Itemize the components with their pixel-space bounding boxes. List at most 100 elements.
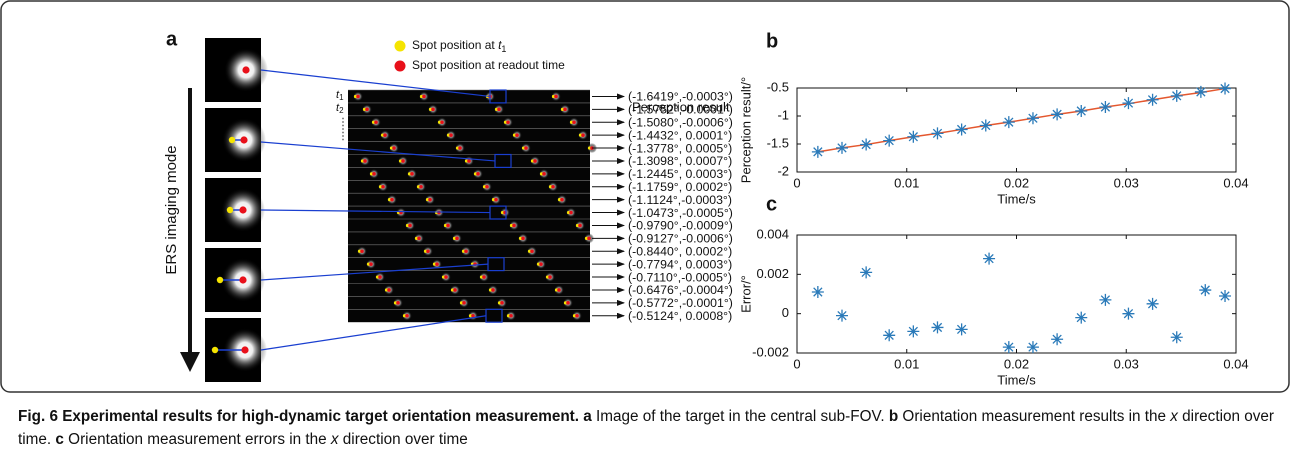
result-text: (-0.5124°, 0.0008°) (628, 309, 732, 323)
strip-yellow (375, 275, 380, 279)
asterisk-point (1194, 85, 1207, 98)
strip-yellow (384, 288, 389, 292)
strip-red (578, 223, 582, 228)
strip-yellow (380, 133, 385, 137)
strip-yellow (398, 159, 403, 163)
y-tick-label: -0.5 (767, 79, 789, 94)
strip-yellow (402, 314, 407, 318)
x-tick-label: 0 (793, 175, 800, 190)
result-text: (-0.7110°,-0.0005°) (628, 270, 732, 284)
strip-red (408, 223, 412, 228)
strip-red (453, 288, 457, 292)
strip-red (500, 301, 504, 305)
strip-yellow (506, 314, 511, 318)
strip-red (524, 146, 528, 150)
asterisk-point (907, 130, 920, 143)
x-tick-label: 0.01 (894, 175, 919, 190)
strip-red (372, 172, 376, 176)
strip-yellow (428, 107, 433, 111)
panel-label: a (166, 28, 178, 50)
x-axis-label: Time/s (997, 372, 1036, 387)
y-axis-label: Perception result/° (738, 77, 753, 183)
legend-text: Spot position at t1 (412, 38, 506, 54)
result-text: (-0.9127°,-0.0006°) (628, 232, 733, 246)
result-text: (-0.7794°, 0.0003°) (628, 257, 732, 271)
asterisk-point (1075, 311, 1088, 324)
strip-red (374, 120, 378, 125)
strip-red (569, 210, 573, 215)
red-spot (241, 346, 249, 354)
strip-yellow (551, 94, 556, 99)
result-text: (-1.6419°,-0.0003°) (628, 90, 733, 104)
result-text: (-1.3778°, 0.0005°) (628, 141, 732, 155)
yellow-spot (226, 206, 234, 214)
result-text: (-0.8440°, 0.0002°) (628, 245, 732, 259)
strip-red (458, 146, 462, 150)
x-tick-label: 0.03 (1114, 175, 1139, 190)
result-text: (-1.2445°, 0.0003°) (628, 167, 732, 181)
asterisk-point (1170, 89, 1183, 102)
strip-yellow (378, 185, 383, 189)
asterisk-point (1199, 284, 1212, 297)
strip-yellow (419, 94, 424, 99)
legend-sub: 1 (501, 44, 506, 54)
strip-yellow (578, 133, 583, 137)
strip-yellow (554, 288, 559, 292)
axes-box (796, 234, 1237, 354)
row-label: t1 (336, 89, 344, 102)
strip-yellow (425, 198, 430, 202)
legend-dot (394, 60, 406, 72)
strip-red (482, 275, 486, 279)
strip-red (521, 236, 525, 241)
strip-red (378, 275, 382, 279)
strip-red (551, 184, 555, 189)
asterisk-point (983, 252, 996, 265)
strip-yellow (548, 185, 553, 189)
strip-red (422, 94, 426, 99)
results-title: Perception result (632, 99, 730, 114)
strip-red (464, 249, 468, 254)
red-spot (239, 276, 247, 284)
x-tick-label: 0.04 (1223, 175, 1248, 190)
strip-yellow (491, 198, 496, 202)
strip-red (539, 262, 543, 266)
strip-yellow (387, 198, 392, 202)
result-text: (-1.5752°,-0.0001°) (628, 103, 733, 117)
red-spot (242, 66, 250, 74)
caption: Fig. 6 Experimental results for high-dyn… (18, 405, 1274, 451)
asterisk-point (1122, 307, 1135, 320)
strip-red (557, 288, 561, 292)
asterisk-point (1219, 289, 1232, 302)
y-tick-label: 0.002 (756, 266, 789, 281)
strip-yellow (459, 301, 464, 305)
y-tick-label: 0.004 (756, 226, 789, 241)
strip-red (566, 301, 570, 305)
strip-red (471, 313, 475, 318)
asterisk-point (883, 329, 896, 342)
strip-red (494, 197, 498, 202)
legend-text-run: Spot position at (412, 38, 498, 52)
strip-yellow (530, 159, 535, 163)
strip-yellow (443, 223, 448, 228)
caption-run: Image of the target in the central sub-F… (591, 408, 889, 425)
strip-yellow (432, 262, 437, 266)
strip-yellow (452, 236, 457, 240)
strip-yellow (527, 249, 532, 253)
row-label-var: t (336, 89, 340, 101)
strip-yellow (479, 275, 484, 279)
asterisk-point (883, 134, 896, 147)
strip-red (431, 107, 435, 112)
asterisk-point (931, 127, 944, 140)
y-tick-label: -2 (777, 163, 789, 178)
strip-yellow (494, 107, 499, 111)
yellow-spot (211, 346, 219, 354)
strip-red (581, 133, 585, 137)
asterisk-point (1122, 97, 1135, 110)
result-text: (-1.4432°, 0.0001°) (628, 128, 732, 142)
strip-red (530, 249, 534, 254)
strip-yellow (455, 146, 460, 150)
connector (260, 141, 496, 162)
highlight-box (485, 308, 503, 323)
asterisk-point (955, 123, 968, 136)
strip-yellow (566, 210, 571, 215)
